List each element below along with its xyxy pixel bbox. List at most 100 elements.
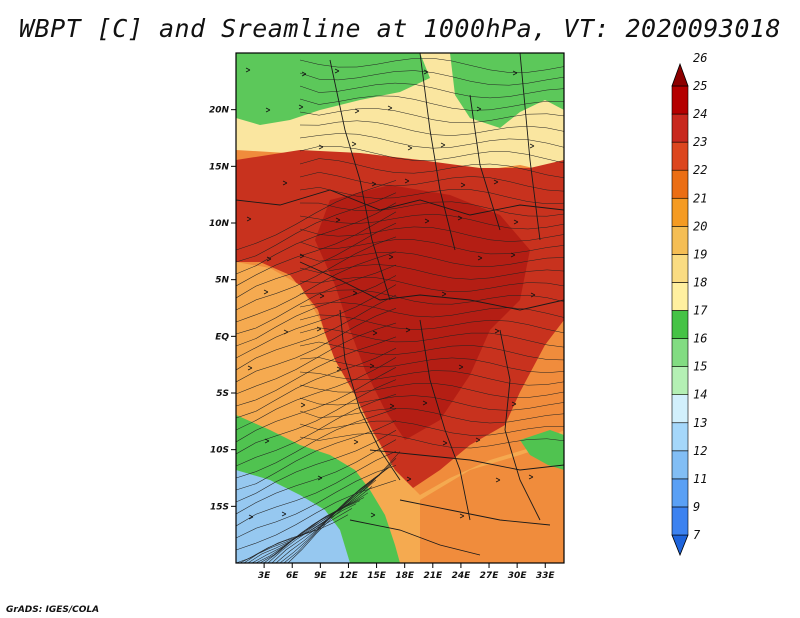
streamline-arrow — [423, 69, 429, 75]
colorbar-segment — [671, 226, 689, 255]
lon-tick-label: 27E — [480, 571, 500, 581]
streamline-arrow — [389, 403, 395, 409]
streamline — [299, 251, 564, 267]
lon-tick-label: 30E — [508, 571, 528, 581]
colorbar-label: 16 — [693, 332, 707, 346]
streamline-arrow — [336, 366, 342, 372]
region-sahel-green — [450, 53, 564, 128]
colorbar-segment — [671, 506, 689, 536]
colorbar-label: 11 — [693, 472, 707, 486]
streamline-arrow — [511, 401, 517, 407]
colorbar-label: 20 — [693, 219, 707, 233]
border-line — [329, 59, 391, 301]
colorbar-label: 24 — [693, 107, 707, 121]
grads-credit: GrADS: IGES/COLA — [6, 605, 100, 615]
streamline-arrow — [441, 291, 447, 297]
streamline — [299, 341, 564, 361]
streamline-arrow — [475, 437, 481, 443]
streamline — [236, 479, 397, 551]
streamline-arrow — [404, 178, 410, 184]
colorbar-segment — [671, 338, 689, 367]
streamline — [299, 289, 564, 305]
colorbar-segment — [671, 282, 689, 311]
streamline-arrow — [407, 145, 413, 151]
streamline — [236, 236, 397, 311]
colorbar-label: 22 — [693, 163, 707, 177]
streamline — [299, 201, 564, 217]
streamline-arrow — [263, 289, 269, 295]
streamline — [299, 172, 564, 192]
map-title: WBPT [C] and Sreamline at 1000hPa, VT: 2… — [18, 14, 781, 43]
streamline — [299, 82, 564, 99]
streamline — [236, 251, 397, 323]
lon-tick-label: 9E — [314, 571, 327, 581]
lat-tick-label: 10N — [209, 219, 230, 229]
streamline — [236, 439, 397, 515]
colorbar-segment — [671, 141, 689, 171]
lon-tick-label: 18E — [395, 571, 415, 581]
colorbar-segment — [671, 197, 689, 227]
colorbar-segment — [671, 422, 689, 452]
streamline — [299, 277, 564, 293]
colorbar-label: 18 — [693, 275, 707, 289]
lat-tick-label: 15N — [209, 162, 230, 172]
streamline — [299, 301, 564, 318]
lon-tick-label: 24E — [452, 571, 472, 581]
streamline-arrow — [265, 107, 271, 113]
streamline — [236, 264, 397, 335]
streamline — [267, 474, 381, 563]
streamline — [299, 327, 564, 348]
streamline-arrow — [424, 218, 430, 224]
lat-tick-label: 5N — [215, 276, 229, 286]
colorbar-label: 25 — [693, 79, 707, 93]
streamline-arrow — [372, 330, 378, 336]
streamline-arrow — [369, 363, 375, 369]
streamline — [236, 379, 397, 455]
streamline-arrow — [301, 71, 307, 77]
streamline — [279, 463, 393, 563]
colorbar-segment — [671, 310, 689, 339]
lon-tick-label: 21E — [423, 571, 443, 581]
streamline — [299, 95, 564, 111]
streamline — [259, 486, 373, 563]
lon-tick-label: 15E — [367, 571, 387, 581]
streamline-arrow — [493, 179, 499, 185]
streamline — [299, 264, 564, 280]
colorbar-label: 19 — [693, 247, 707, 261]
streamline-arrow — [528, 474, 534, 480]
streamline-arrow — [529, 143, 535, 149]
colorbar-low-arrow — [671, 534, 689, 557]
streamline — [236, 366, 397, 443]
streamline — [236, 465, 397, 539]
streamline-arrow — [354, 108, 360, 114]
streamline — [299, 70, 564, 86]
streamline — [299, 433, 564, 449]
streamline-arrow — [282, 180, 288, 186]
colorbar-segment — [671, 254, 689, 283]
streamline-arrow — [316, 326, 322, 332]
streamline-arrow — [299, 253, 305, 259]
streamline-arrow — [318, 144, 324, 150]
streamline — [299, 395, 564, 411]
border-line — [499, 329, 541, 521]
streamline — [236, 408, 397, 479]
streamline — [236, 347, 397, 419]
region-orange-belt — [420, 440, 564, 563]
streamline — [236, 307, 397, 383]
streamline-arrow — [458, 364, 464, 370]
colorbar-label: 12 — [693, 444, 707, 458]
streamline-arrow — [334, 68, 340, 74]
colorbar-label: 13 — [693, 416, 707, 430]
streamline — [236, 222, 397, 299]
map-axes: 3E 6E 9E 12E 15E 18E 21E 24E 27E 30E 33E 20N 15N 10N 5… — [209, 106, 556, 581]
lat-tick-label: 5S — [216, 389, 229, 399]
streamline — [299, 370, 564, 386]
border-line — [299, 261, 564, 311]
colorbar-label: 21 — [693, 191, 707, 205]
streamline-arrow — [476, 106, 482, 112]
streamline-arrow — [353, 439, 359, 445]
streamline — [299, 120, 564, 136]
lon-tick-label: 6E — [286, 571, 299, 581]
streamline-arrow — [406, 476, 412, 482]
